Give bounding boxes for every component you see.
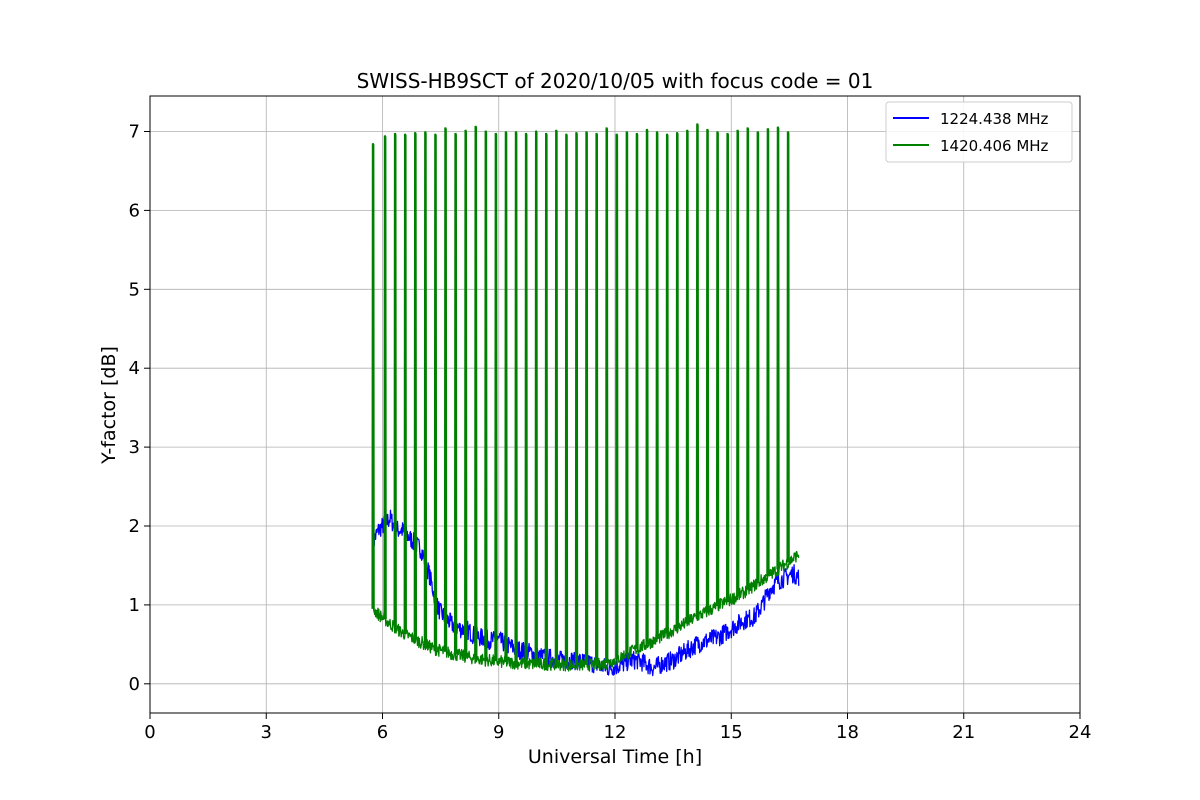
spike-mark-24 xyxy=(615,133,619,660)
spike-mark-1 xyxy=(383,135,387,620)
y-axis-title: Y-factor [dB] xyxy=(98,346,120,465)
spike-mark-23 xyxy=(605,127,609,664)
y-tick-label-6: 6 xyxy=(129,200,140,221)
spike-mark-12 xyxy=(494,132,498,662)
spike-mark-34 xyxy=(715,131,720,607)
spike-mark-4 xyxy=(413,131,418,640)
spike-mark-31 xyxy=(685,129,690,623)
chart-title: SWISS-HB9SCT of 2020/10/05 with focus co… xyxy=(357,69,874,93)
x-tick-label-3: 3 xyxy=(261,722,272,743)
spike-mark-15 xyxy=(524,132,528,664)
spike-mark-29 xyxy=(665,133,669,634)
spike-mark-2 xyxy=(393,132,397,628)
spike-mark-28 xyxy=(655,131,659,639)
spike-mark-38 xyxy=(756,131,760,584)
spike-mark-32 xyxy=(695,123,700,617)
x-tick-label-9: 9 xyxy=(493,722,504,743)
spike-mark-3 xyxy=(403,133,407,635)
spike-mark-11 xyxy=(484,130,488,660)
spike-mark-16 xyxy=(534,130,538,665)
spike-mark-7 xyxy=(443,127,448,652)
spike-mark-26 xyxy=(635,132,639,650)
legend: 1224.438 MHz 1420.406 MHz xyxy=(885,101,1073,163)
y-tick-label-3: 3 xyxy=(129,437,140,458)
spike-mark-40 xyxy=(776,126,780,570)
legend-box xyxy=(885,101,1073,163)
spike-mark-22 xyxy=(595,132,599,665)
spike-mark-20 xyxy=(574,131,579,665)
legend-label-1224: 1224.438 MHz xyxy=(940,110,1049,128)
y-tick-label-1: 1 xyxy=(129,595,140,616)
series-lines xyxy=(371,123,800,677)
spike-mark-19 xyxy=(564,133,569,665)
spike-mark-25 xyxy=(625,131,629,654)
spike-mark-18 xyxy=(554,129,559,665)
legend-label-1420: 1420.406 MHz xyxy=(940,137,1049,155)
spike-mark-8 xyxy=(453,132,458,655)
x-tick-label-12: 12 xyxy=(604,722,627,743)
spike-mark-5 xyxy=(423,131,428,645)
spike-mark-36 xyxy=(736,129,740,597)
spike-mark-35 xyxy=(725,132,730,602)
x-tick-label-15: 15 xyxy=(720,722,743,743)
spike-mark-6 xyxy=(433,133,438,650)
x-tick-label-18: 18 xyxy=(836,722,859,743)
x-tick-label-21: 21 xyxy=(952,722,975,743)
spike-mark-17 xyxy=(544,132,548,665)
spike-mark-33 xyxy=(705,128,710,612)
x-tick-label-6: 6 xyxy=(377,722,388,743)
y-tick-label-7: 7 xyxy=(129,122,140,143)
spike-mark-41 xyxy=(786,131,790,563)
y-tick-label-4: 4 xyxy=(129,358,140,379)
spike-mark-37 xyxy=(746,127,750,590)
spike-mark-30 xyxy=(675,131,679,629)
spike-mark-13 xyxy=(504,131,508,663)
spike-mark-9 xyxy=(464,129,468,657)
x-tick-label-24: 24 xyxy=(1069,722,1092,743)
y-tick-label-0: 0 xyxy=(129,674,140,695)
spike-mark-10 xyxy=(474,125,478,659)
x-tick-label-0: 0 xyxy=(144,722,155,743)
y-tick-label-2: 2 xyxy=(129,516,140,537)
spike-mark-21 xyxy=(584,131,589,665)
spike-mark-39 xyxy=(766,128,770,577)
spike-mark-0 xyxy=(371,142,375,609)
spike-mark-14 xyxy=(514,131,518,663)
spike-mark-27 xyxy=(645,128,649,645)
x-axis-title: Universal Time [h] xyxy=(528,746,702,768)
y-tick-label-5: 5 xyxy=(129,279,140,300)
